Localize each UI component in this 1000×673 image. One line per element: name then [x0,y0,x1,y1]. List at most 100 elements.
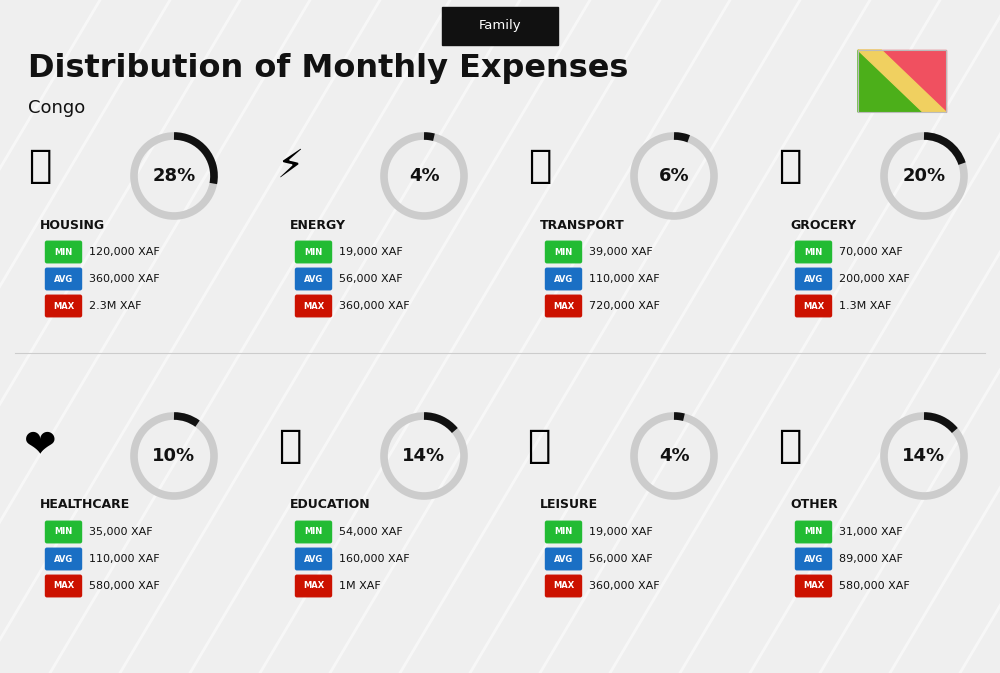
FancyBboxPatch shape [296,575,332,597]
Text: MIN: MIN [304,528,323,536]
FancyBboxPatch shape [796,269,832,290]
Text: Congo: Congo [28,99,85,117]
Text: AVG: AVG [54,555,73,563]
Text: 4%: 4% [659,447,689,465]
Text: 19,000 XAF: 19,000 XAF [339,247,403,257]
Text: 360,000 XAF: 360,000 XAF [89,274,160,284]
Text: AVG: AVG [304,555,323,563]
FancyBboxPatch shape [45,575,82,597]
Text: Distribution of Monthly Expenses: Distribution of Monthly Expenses [28,52,628,83]
Text: 28%: 28% [152,167,196,185]
FancyBboxPatch shape [296,295,332,317]
Text: AVG: AVG [554,275,573,283]
Text: 120,000 XAF: 120,000 XAF [89,247,160,257]
Text: AVG: AVG [554,555,573,563]
Polygon shape [858,50,946,112]
FancyBboxPatch shape [546,295,582,317]
Text: MIN: MIN [804,248,823,256]
Text: EDUCATION: EDUCATION [290,499,371,511]
Text: MAX: MAX [803,302,824,310]
Text: Family: Family [479,20,521,32]
Text: ❤️: ❤️ [24,427,56,465]
Text: MAX: MAX [553,302,574,310]
FancyBboxPatch shape [546,522,582,542]
Text: LEISURE: LEISURE [540,499,598,511]
FancyBboxPatch shape [296,241,332,262]
FancyBboxPatch shape [45,269,82,290]
Text: 💰: 💰 [778,427,802,465]
FancyBboxPatch shape [796,575,832,597]
FancyBboxPatch shape [796,522,832,542]
Text: 35,000 XAF: 35,000 XAF [89,527,153,537]
Text: 31,000 XAF: 31,000 XAF [839,527,903,537]
Text: 14%: 14% [902,447,946,465]
FancyBboxPatch shape [546,575,582,597]
Text: AVG: AVG [804,555,823,563]
Text: MIN: MIN [804,528,823,536]
Text: ⚡: ⚡ [276,147,304,185]
Text: MAX: MAX [53,302,74,310]
Text: 89,000 XAF: 89,000 XAF [839,554,903,564]
Text: 360,000 XAF: 360,000 XAF [589,581,660,591]
Text: 19,000 XAF: 19,000 XAF [589,527,653,537]
Text: MAX: MAX [53,581,74,590]
Text: MIN: MIN [554,528,573,536]
FancyBboxPatch shape [45,548,82,570]
Text: MAX: MAX [803,581,824,590]
Polygon shape [858,50,946,112]
Text: GROCERY: GROCERY [790,219,856,232]
Bar [858,50,946,112]
Text: 56,000 XAF: 56,000 XAF [589,554,653,564]
Text: 580,000 XAF: 580,000 XAF [89,581,160,591]
FancyBboxPatch shape [45,241,82,262]
Text: AVG: AVG [54,275,73,283]
Text: 1.3M XAF: 1.3M XAF [839,301,891,311]
Text: MIN: MIN [54,248,73,256]
FancyBboxPatch shape [546,241,582,262]
Text: 110,000 XAF: 110,000 XAF [89,554,160,564]
Text: 🎓: 🎓 [278,427,302,465]
FancyBboxPatch shape [45,522,82,542]
Text: 20%: 20% [902,167,946,185]
Polygon shape [858,50,946,112]
Text: 14%: 14% [402,447,446,465]
Text: 56,000 XAF: 56,000 XAF [339,274,403,284]
Text: MAX: MAX [303,581,324,590]
Text: 4%: 4% [409,167,439,185]
Text: AVG: AVG [304,275,323,283]
FancyBboxPatch shape [546,548,582,570]
FancyBboxPatch shape [296,548,332,570]
Text: AVG: AVG [804,275,823,283]
FancyBboxPatch shape [796,241,832,262]
FancyBboxPatch shape [796,295,832,317]
FancyBboxPatch shape [442,7,558,45]
Text: 160,000 XAF: 160,000 XAF [339,554,410,564]
Text: 720,000 XAF: 720,000 XAF [589,301,660,311]
Text: MAX: MAX [303,302,324,310]
Text: HOUSING: HOUSING [40,219,105,232]
FancyBboxPatch shape [546,269,582,290]
Text: 🚌: 🚌 [528,147,552,185]
Text: 10%: 10% [152,447,196,465]
Text: 54,000 XAF: 54,000 XAF [339,527,403,537]
Text: 360,000 XAF: 360,000 XAF [339,301,410,311]
Text: 🛍️: 🛍️ [528,427,552,465]
Text: 6%: 6% [659,167,689,185]
FancyBboxPatch shape [296,522,332,542]
Text: 70,000 XAF: 70,000 XAF [839,247,903,257]
Text: MIN: MIN [304,248,323,256]
FancyBboxPatch shape [45,295,82,317]
FancyBboxPatch shape [796,548,832,570]
Text: 2.3M XAF: 2.3M XAF [89,301,142,311]
Text: MIN: MIN [554,248,573,256]
Text: MAX: MAX [553,581,574,590]
Text: TRANSPORT: TRANSPORT [540,219,625,232]
Text: 39,000 XAF: 39,000 XAF [589,247,653,257]
Text: 110,000 XAF: 110,000 XAF [589,274,660,284]
Text: MIN: MIN [54,528,73,536]
Text: 580,000 XAF: 580,000 XAF [839,581,910,591]
Text: ENERGY: ENERGY [290,219,346,232]
Text: 1M XAF: 1M XAF [339,581,381,591]
Text: HEALTHCARE: HEALTHCARE [40,499,130,511]
Text: OTHER: OTHER [790,499,838,511]
